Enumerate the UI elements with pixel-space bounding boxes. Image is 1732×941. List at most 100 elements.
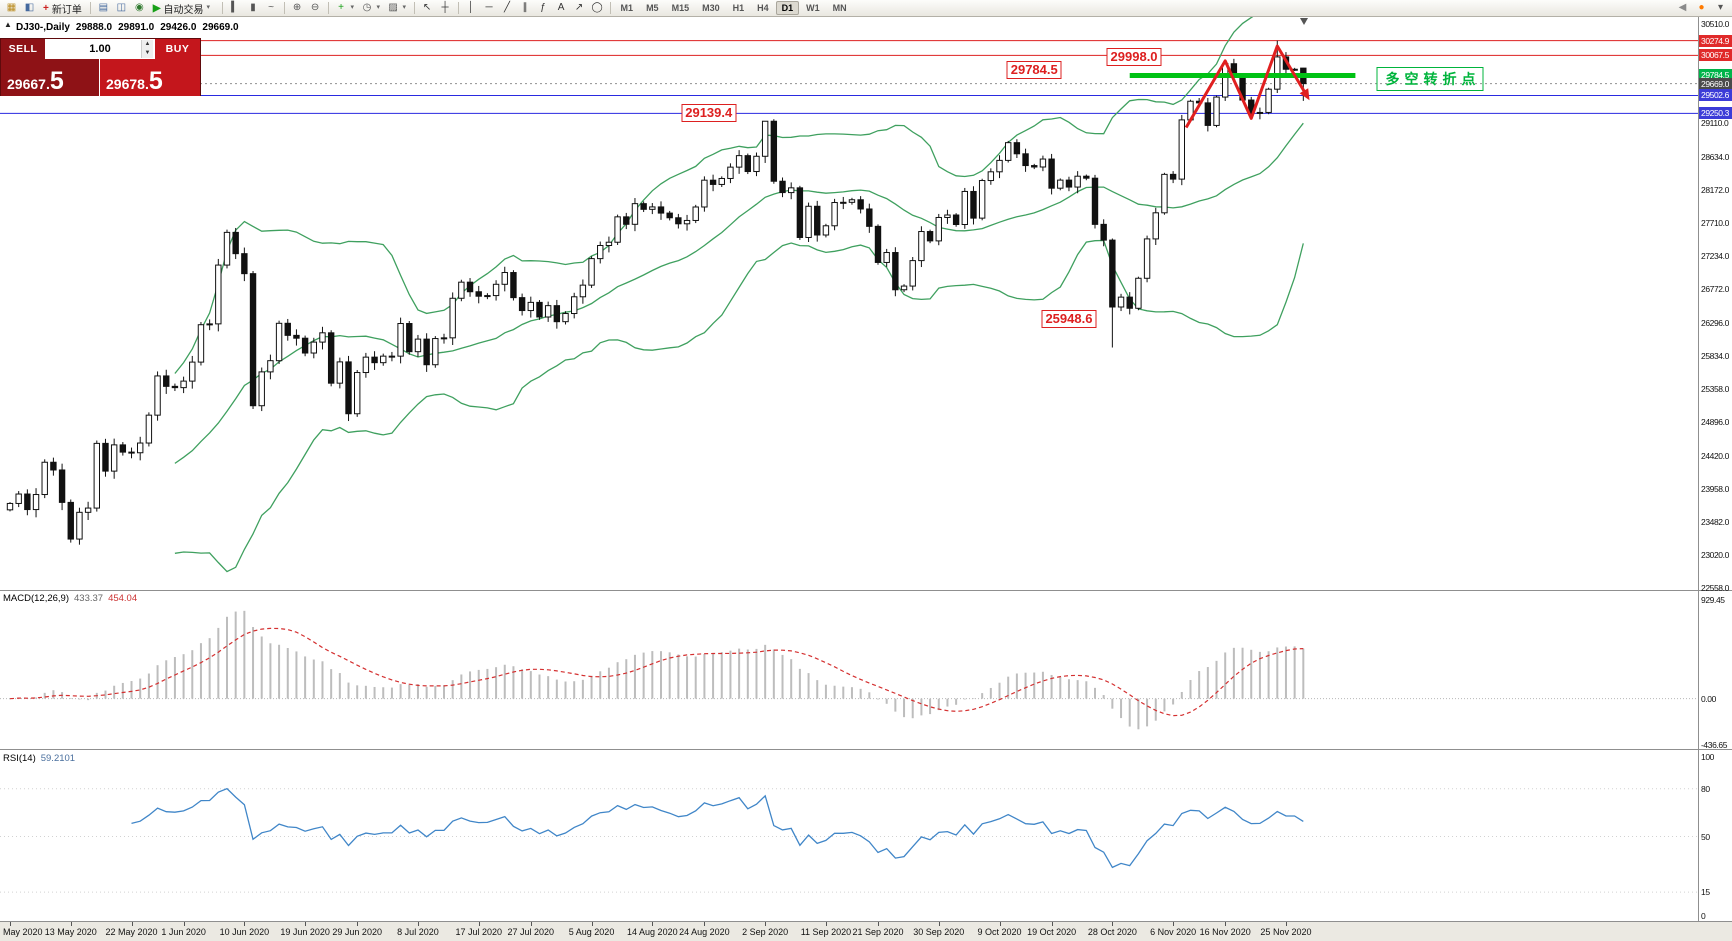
back-icon[interactable]: ◀	[1678, 2, 1687, 13]
auto-trading-button-caret[interactable]: ▾	[206, 4, 211, 11]
volume-value[interactable]: 1.00	[89, 43, 111, 55]
arrow-tool-icon[interactable]: ↗	[574, 2, 584, 13]
auto-trading-button-label: 自动交易	[163, 4, 204, 16]
vertical-line-icon[interactable]: │	[467, 2, 475, 13]
timeframe-d1-button[interactable]: D1	[775, 1, 800, 15]
sell-price-pip: 5	[49, 67, 64, 95]
time-axis[interactable]: May 2020 13 May 2020 22 May 2020 1 Jun 2020…	[0, 921, 1732, 941]
price-axis-tag[interactable]: 29250.3	[1699, 107, 1732, 120]
timeframe-m1-button[interactable]: M1	[620, 3, 634, 13]
indicators-icon[interactable]: +	[338, 2, 344, 13]
rsi-line	[131, 787, 1304, 869]
market-watch-icon[interactable]: ▤	[98, 2, 109, 13]
templates-icon-caret[interactable]: ▾	[402, 4, 407, 11]
data-window-icon[interactable]: ◫	[116, 2, 127, 13]
channel-icon[interactable]: ∥	[522, 2, 528, 13]
timeframe-w1-button[interactable]: W1	[806, 3, 820, 13]
time-axis-label: 19 Oct 2020	[1027, 927, 1077, 937]
sell-price[interactable]: 29667. 5	[1, 59, 100, 96]
price-axis-tag[interactable]: 30067.5	[1699, 49, 1732, 62]
zoom-out-icon[interactable]: ⊖	[310, 2, 320, 13]
toolbar-right-group: ◀ ● ▾	[1674, 1, 1729, 15]
time-axis-label: 22 May 2020	[105, 927, 158, 937]
bar-chart-mode-icon[interactable]: ▍	[231, 2, 239, 13]
templates-icon[interactable]: ▨	[388, 2, 398, 13]
navigator-icon[interactable]: ◉	[134, 2, 144, 13]
zigzag-arrowhead	[1299, 88, 1310, 101]
time-axis-tick	[70, 922, 72, 926]
periods-icon-caret[interactable]: ▾	[376, 4, 381, 11]
indicators-icon-caret[interactable]: ▾	[350, 4, 355, 11]
chart-shift-marker[interactable]	[1300, 18, 1308, 25]
rsi-axis-label: 100	[1701, 752, 1714, 762]
new-order-button[interactable]: + 新订单	[39, 1, 86, 16]
time-axis-label: 27 Jul 2020	[507, 927, 555, 937]
one-click-collapse-arrow[interactable]: ▲	[4, 20, 12, 29]
text-tool-icon[interactable]: A	[557, 2, 565, 13]
timeframe-mn-button[interactable]: MN	[832, 3, 847, 13]
volume-down-arrow[interactable]: ▼	[144, 50, 151, 56]
macd-axis-label: -436.65	[1701, 740, 1728, 750]
time-axis-label: 25 Nov 2020	[1260, 927, 1312, 937]
price-axis-label: 28634.0	[1701, 152, 1729, 163]
crosshair-icon[interactable]: ┼	[441, 2, 449, 13]
macd-header: MACD(12,26,9) 433.37 454.04	[3, 593, 137, 604]
price-axis-tag[interactable]: 29502.6	[1699, 89, 1732, 102]
macd-axis-label: 0.00	[1701, 693, 1716, 704]
cursor-icon[interactable]: ↖	[422, 2, 432, 13]
new-chart-icon[interactable]: ▦	[6, 2, 17, 13]
rsi-axis-label: 80	[1701, 783, 1710, 794]
sell-price-dot: .	[45, 76, 50, 92]
volume-spinner[interactable]: ▲ ▼	[141, 40, 153, 58]
candlestick-mode-icon[interactable]: ▮	[250, 2, 256, 13]
timeframe-m5-button[interactable]: M5	[646, 3, 659, 13]
rsi-axis-label: 50	[1701, 831, 1710, 842]
time-axis-label: 9 Oct 2020	[977, 927, 1022, 937]
candles-layer	[6, 40, 1307, 545]
price-axis-label: 24896.0	[1701, 417, 1729, 428]
new-order-button-icon: +	[43, 2, 49, 14]
periods-icon[interactable]: ◷	[362, 2, 372, 13]
time-axis-tick	[825, 922, 827, 926]
fibonacci-icon[interactable]: ƒ	[540, 2, 546, 13]
volume-field[interactable]: 1.00 ▲ ▼	[46, 39, 155, 59]
price-axis-label: 25834.0	[1701, 350, 1729, 361]
zoom-in-icon[interactable]: ⊕	[292, 2, 302, 13]
timeframe-h1-button[interactable]: H1	[732, 3, 745, 13]
sell-price-main: 29667	[7, 76, 46, 92]
ohlc-close: 29669.0	[202, 22, 239, 33]
line-chart-mode-icon[interactable]: ~	[268, 2, 274, 13]
timeframe-m15-button[interactable]: M15	[671, 3, 690, 13]
price-axis[interactable]: 30510.0 29110.0 28634.0 28172.0 27710.0 27234…	[1699, 0, 1732, 941]
time-axis-tick	[530, 922, 532, 926]
shapes-tool-icon[interactable]: ◯	[591, 2, 603, 13]
horizontal-line-icon[interactable]: ─	[485, 2, 493, 13]
volume-up-arrow[interactable]: ▲	[144, 41, 151, 47]
timeframe-m30-button[interactable]: M30	[702, 3, 720, 13]
toolbar-more-icon[interactable]: ▾	[1717, 2, 1724, 13]
timeframe-h4-button[interactable]: H4	[757, 3, 769, 13]
macd-label: MACD(12,26,9)	[3, 593, 69, 604]
profiles-icon[interactable]: ◧	[24, 2, 35, 13]
trendline-icon[interactable]: ╱	[504, 2, 511, 13]
price-axis-tag[interactable]: 30274.9	[1699, 34, 1732, 47]
buy-button[interactable]: BUY	[155, 39, 200, 59]
price-axis-label: 27234.0	[1701, 251, 1729, 262]
buy-price[interactable]: 29678. 5	[100, 59, 200, 96]
time-axis-label: 28 Oct 2020	[1087, 927, 1137, 937]
bollinger-band-lower	[174, 239, 1304, 573]
auto-trading-button[interactable]: ▶ 自动交易 ▾	[149, 1, 218, 16]
time-axis-tick	[765, 922, 767, 926]
time-axis-tick	[1285, 922, 1287, 926]
time-axis-tick	[878, 922, 879, 926]
toolbar-separator	[327, 2, 329, 14]
time-axis-label: 2 Sep 2020	[742, 927, 789, 937]
trend-zigzag-line[interactable]	[1184, 44, 1308, 129]
toolbar-separator	[457, 2, 459, 14]
sell-button[interactable]: SELL	[1, 39, 46, 59]
macd-value-main: 433.37	[74, 593, 104, 604]
time-axis-label: 21 Sep 2020	[852, 927, 904, 937]
price-axis-tag[interactable]: 29669.0	[1699, 77, 1732, 90]
account-status-icon[interactable]: ●	[1698, 2, 1705, 13]
